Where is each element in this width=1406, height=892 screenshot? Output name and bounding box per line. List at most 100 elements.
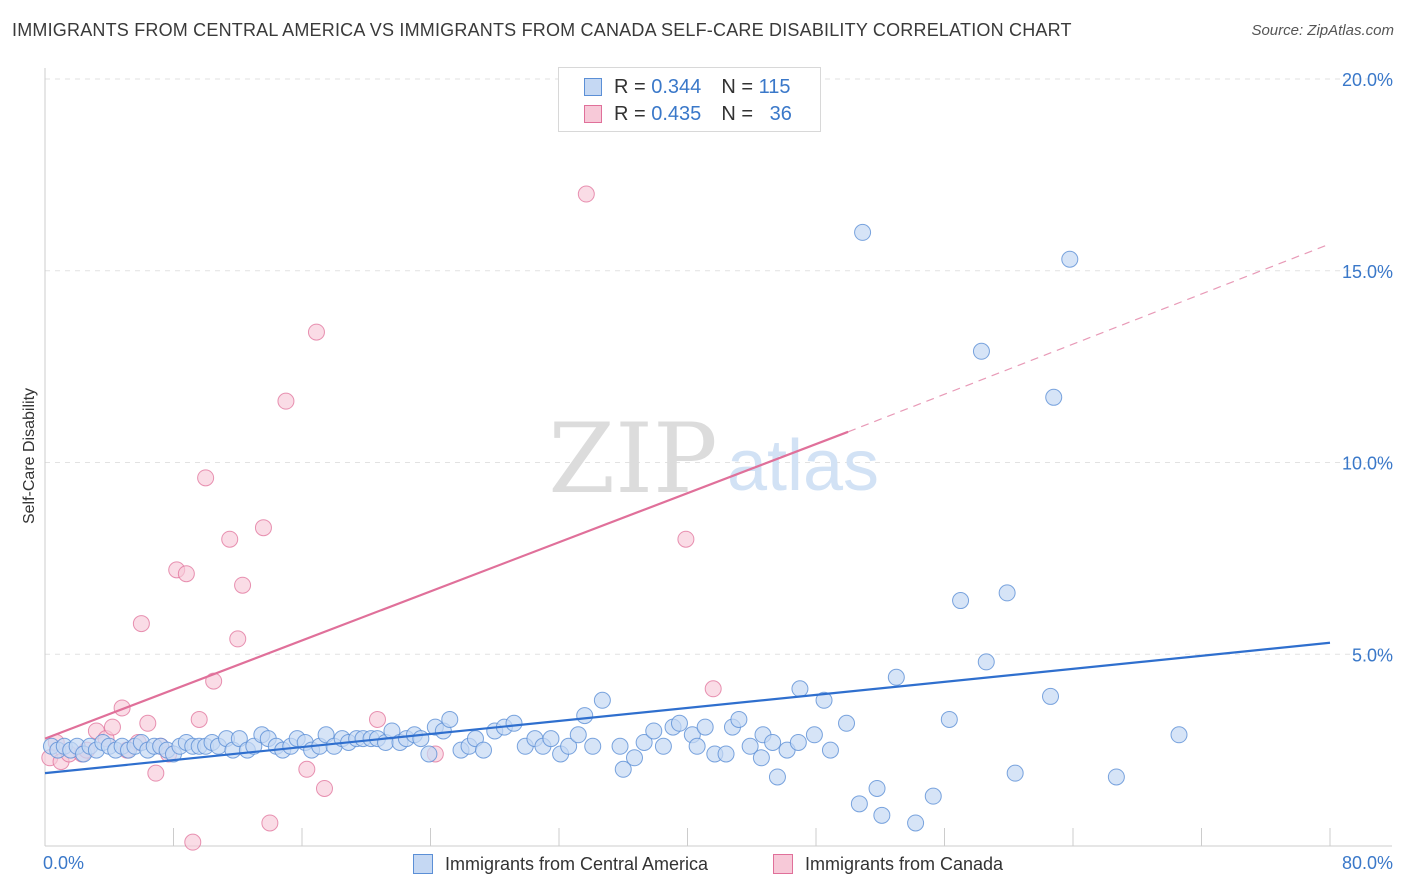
central-america-point: [998, 584, 1016, 602]
central-america-point: [245, 737, 263, 755]
y-tick-label: 20.0%: [1342, 70, 1393, 90]
central-america-point: [821, 741, 839, 759]
central-america-point: [475, 741, 493, 759]
central-america-point: [1170, 726, 1188, 744]
central-america-point: [317, 726, 335, 744]
legend-n-value: 115: [758, 75, 791, 98]
x-tick-label: 80.0%: [1342, 853, 1393, 873]
canada-point: [190, 710, 208, 728]
central-america-point: [752, 749, 770, 767]
canada-point: [139, 714, 157, 732]
canada-trend-line: [44, 430, 849, 740]
central-america-point: [907, 814, 925, 832]
canada-point: [254, 519, 272, 537]
central-america-point: [854, 223, 872, 241]
central-america-point: [625, 749, 643, 767]
bottom-legend-swatch-pink: [773, 854, 793, 874]
tick-labels: 5.0% 10.0% 15.0% 20.0% 0.0% 80.0%: [43, 70, 1393, 873]
canada-point: [229, 630, 247, 648]
correlation-legend: R = 0.344 N = 115 R = 0.435 N = 36: [558, 67, 821, 132]
central-america-point: [466, 730, 484, 748]
legend-r-value: 0.344: [651, 75, 702, 98]
central-america-point: [696, 718, 714, 736]
central-america-point: [1061, 250, 1079, 268]
legend-r-label: R =: [614, 102, 646, 125]
watermark-zip: ZIP: [548, 403, 717, 515]
central-america-point: [838, 714, 856, 732]
canada-point: [298, 760, 316, 778]
canada-trend-extension: [847, 243, 1331, 433]
central-america-point: [730, 710, 748, 728]
legend-row-central-america: R = 0.344 N = 115: [584, 75, 790, 99]
canada-point: [368, 710, 386, 728]
central-america-point: [789, 733, 807, 751]
central-america-point: [688, 737, 706, 755]
central-america-point: [654, 737, 672, 755]
chart-title: IMMIGRANTS FROM CENTRAL AMERICA VS IMMIG…: [12, 20, 1072, 40]
central-america-point: [611, 737, 629, 755]
central-america-point: [791, 680, 809, 698]
central-america-point: [850, 795, 868, 813]
central-america-point: [576, 707, 594, 725]
legend-swatch-blue: [584, 78, 602, 96]
central-america-point: [593, 691, 611, 709]
central-america-point: [924, 787, 942, 805]
watermark: ZIP atlas: [548, 403, 879, 515]
central-america-point: [1006, 764, 1024, 782]
central-america-point: [873, 806, 891, 824]
bottom-legend-label: Immigrants from Canada: [805, 853, 1004, 874]
central-america-point: [768, 768, 786, 786]
canada-point: [113, 699, 131, 717]
central-america-point: [952, 592, 970, 610]
y-tick-label: 10.0%: [1342, 454, 1393, 474]
central-america-point: [412, 730, 430, 748]
canada-point: [221, 530, 239, 548]
central-america-point: [741, 737, 759, 755]
canada-point: [132, 615, 150, 633]
canada-point: [261, 814, 279, 832]
x-tick-label: 0.0%: [43, 853, 84, 873]
central-america-point: [420, 745, 438, 763]
central-america-point: [230, 730, 248, 748]
legend-r-label: R =: [614, 75, 646, 98]
bottom-legend-label: Immigrants from Central America: [445, 853, 709, 874]
bottom-legend-canada: Immigrants from Canada: [773, 851, 1003, 877]
central-america-point: [1042, 687, 1060, 705]
central-america-point: [505, 714, 523, 732]
canada-point: [677, 530, 695, 548]
y-tick-label: 15.0%: [1342, 262, 1393, 282]
canada-point: [177, 565, 195, 583]
central-america-point: [614, 760, 632, 778]
central-america-point: [441, 710, 459, 728]
central-america-point: [940, 710, 958, 728]
legend-swatch-pink: [584, 105, 602, 123]
central-america-point: [764, 733, 782, 751]
central-america-points: [42, 223, 1188, 832]
central-america-point: [560, 737, 578, 755]
legend-n-label: N =: [721, 102, 753, 125]
central-america-point: [542, 730, 560, 748]
central-america-point: [815, 691, 833, 709]
central-america-trend-line: [44, 641, 1331, 775]
legend-r-value: 0.435: [651, 102, 702, 125]
central-america-point: [584, 737, 602, 755]
central-america-point: [887, 668, 905, 686]
grid-lines: [45, 78, 1392, 655]
central-america-point: [868, 779, 886, 797]
central-america-point: [1107, 768, 1125, 786]
canada-point: [234, 576, 252, 594]
canada-point: [103, 718, 121, 736]
central-america-point: [977, 653, 995, 671]
trend-lines: [44, 243, 1331, 775]
central-america-point: [805, 726, 823, 744]
bottom-legend-central-america: Immigrants from Central America: [413, 851, 708, 877]
central-america-point: [670, 714, 688, 732]
source-label: Source: ZipAtlas.com: [1251, 22, 1394, 39]
canada-point: [184, 833, 202, 851]
canada-point: [577, 185, 595, 203]
canada-point: [277, 392, 295, 410]
canada-point: [147, 764, 165, 782]
central-america-point: [635, 733, 653, 751]
central-america-point: [972, 342, 990, 360]
